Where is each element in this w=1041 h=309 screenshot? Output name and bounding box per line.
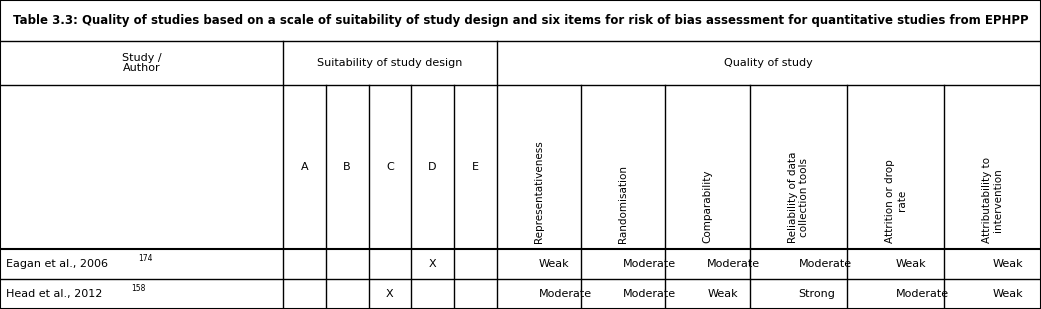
Text: Moderate: Moderate [708,259,761,269]
Text: Weak: Weak [708,289,738,299]
Text: Head et al., 2012: Head et al., 2012 [6,289,102,299]
Text: Comparability: Comparability [703,169,712,243]
Text: Weak: Weak [992,289,1023,299]
Text: X: X [429,259,436,269]
Text: Attributability to
intervention: Attributability to intervention [982,157,1004,243]
Text: Weak: Weak [895,259,926,269]
Text: Moderate: Moderate [798,259,852,269]
Text: Moderate: Moderate [895,289,949,299]
Text: Suitability of study design: Suitability of study design [318,58,462,68]
Text: A: A [301,162,308,172]
Text: Quality of study: Quality of study [725,58,813,68]
Text: B: B [344,162,351,172]
Text: Moderate: Moderate [624,259,677,269]
Text: Moderate: Moderate [624,289,677,299]
Text: Randomisation: Randomisation [618,165,628,243]
Text: Weak: Weak [539,259,569,269]
Text: 174: 174 [138,254,153,263]
Text: Representativeness: Representativeness [534,140,543,243]
Text: C: C [386,162,393,172]
Text: Attrition or drop
rate: Attrition or drop rate [885,159,907,243]
Text: Study /: Study / [122,53,161,63]
Text: Moderate: Moderate [539,289,592,299]
Text: Table 3.3: Quality of studies based on a scale of suitability of study design an: Table 3.3: Quality of studies based on a… [12,14,1029,27]
Text: X: X [386,289,393,299]
Text: D: D [428,162,437,172]
Text: Eagan et al., 2006: Eagan et al., 2006 [6,259,108,269]
Text: Reliability of data
collection tools: Reliability of data collection tools [788,151,809,243]
Text: Author: Author [123,63,160,73]
Text: 158: 158 [131,284,146,293]
Text: E: E [472,162,479,172]
Text: Weak: Weak [992,259,1023,269]
Text: Strong: Strong [798,289,835,299]
